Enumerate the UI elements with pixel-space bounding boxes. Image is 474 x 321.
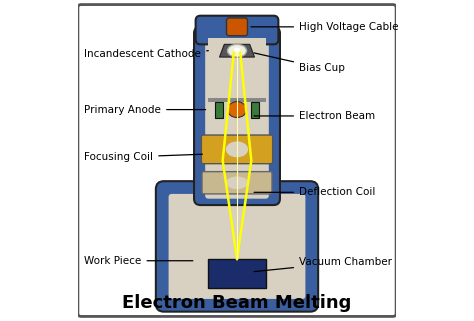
Text: Incandescent Cathode: Incandescent Cathode	[84, 49, 209, 59]
Bar	[209, 99, 265, 102]
FancyBboxPatch shape	[205, 36, 269, 199]
Bar	[209, 259, 265, 288]
Text: Electron Beam: Electron Beam	[254, 111, 375, 121]
FancyBboxPatch shape	[78, 4, 396, 317]
Bar	[215, 102, 223, 117]
Ellipse shape	[228, 102, 246, 117]
Ellipse shape	[226, 142, 248, 157]
Polygon shape	[219, 44, 255, 57]
Text: Vacuum Chamber: Vacuum Chamber	[254, 257, 392, 272]
FancyBboxPatch shape	[201, 135, 273, 164]
Text: Bias Cup: Bias Cup	[254, 53, 345, 73]
Bar	[209, 38, 265, 59]
Text: Electron Beam Melting: Electron Beam Melting	[122, 294, 352, 312]
FancyBboxPatch shape	[227, 18, 247, 36]
FancyBboxPatch shape	[202, 172, 272, 194]
Text: High Voltage Cable: High Voltage Cable	[251, 22, 399, 32]
Text: Primary Anode: Primary Anode	[84, 105, 206, 115]
FancyBboxPatch shape	[194, 27, 280, 205]
Ellipse shape	[226, 177, 248, 189]
FancyBboxPatch shape	[196, 16, 278, 44]
Ellipse shape	[234, 48, 240, 52]
Text: Work Piece: Work Piece	[84, 256, 193, 266]
Ellipse shape	[228, 44, 246, 57]
FancyBboxPatch shape	[169, 194, 305, 299]
Text: Deflection Coil: Deflection Coil	[254, 187, 375, 197]
Bar	[251, 102, 259, 117]
FancyBboxPatch shape	[156, 181, 318, 312]
Text: Focusing Coil: Focusing Coil	[84, 152, 202, 162]
